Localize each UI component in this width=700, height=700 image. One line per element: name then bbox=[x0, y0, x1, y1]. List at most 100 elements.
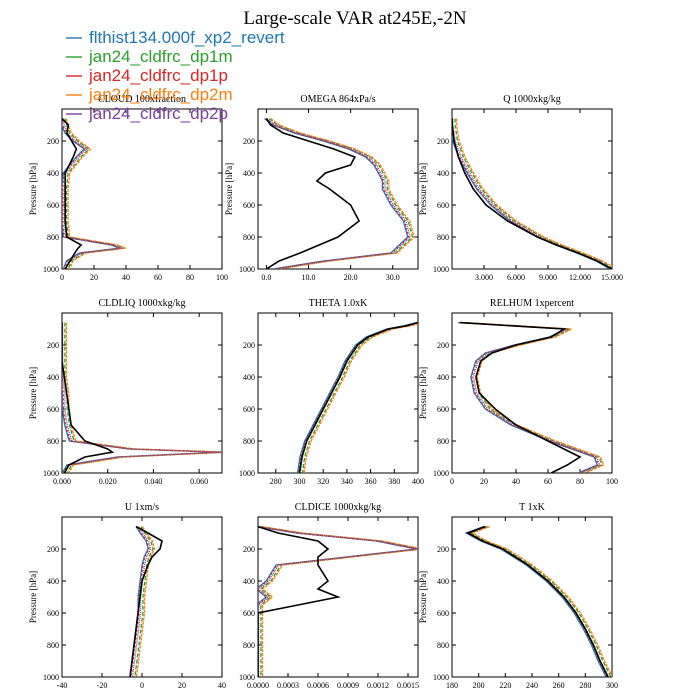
y-axis-label: Pressure [hPa] bbox=[28, 163, 38, 215]
reference-series-line bbox=[62, 322, 115, 473]
model-series-line bbox=[454, 118, 612, 269]
legend-label: jan24_cldfrc_dp1p bbox=[88, 66, 228, 85]
model-series-line bbox=[452, 131, 611, 269]
legend-label: jan24_cldfrc_dp2p bbox=[88, 104, 228, 123]
x-tick-label: 60 bbox=[544, 477, 552, 486]
y-tick-label: 400 bbox=[243, 169, 255, 178]
x-tick-label: -40 bbox=[57, 681, 68, 690]
series-lines bbox=[464, 525, 612, 677]
series-lines bbox=[62, 322, 222, 473]
legend-label: jan24_cldfrc_dp1m bbox=[88, 47, 233, 66]
series-lines bbox=[452, 118, 612, 269]
model-series-line bbox=[470, 525, 612, 677]
x-tick-label: 40 bbox=[122, 273, 130, 282]
legend-label: jan24_cldfrc_dp2m bbox=[88, 85, 233, 104]
reference-series-line bbox=[466, 525, 609, 677]
reference-series-line bbox=[452, 118, 612, 269]
y-tick-label: 800 bbox=[437, 233, 449, 242]
panel-title: THETA 1.0xK bbox=[309, 298, 368, 309]
legend-label: flthist134.000f_xp2_revert bbox=[89, 28, 285, 47]
model-series-line bbox=[258, 526, 417, 605]
y-tick-label: 200 bbox=[437, 341, 449, 350]
series-lines bbox=[258, 525, 418, 677]
panel-title: OMEGA 864xPa/s bbox=[300, 94, 375, 105]
panel-title: T 1xK bbox=[519, 502, 545, 513]
y-axis-label: Pressure [hPa] bbox=[28, 571, 38, 623]
x-tick-label: 260 bbox=[553, 681, 565, 690]
panel-title: U 1xm/s bbox=[125, 502, 159, 513]
y-tick-label: 400 bbox=[47, 577, 59, 586]
plot-frame bbox=[257, 312, 419, 474]
y-tick-label: 1000 bbox=[43, 673, 59, 682]
model-series-line bbox=[299, 322, 418, 473]
x-tick-label: 20 bbox=[178, 681, 186, 690]
plot-frame bbox=[61, 108, 223, 270]
model-series-line bbox=[464, 321, 605, 473]
model-series-line bbox=[258, 526, 418, 606]
y-tick-label: 200 bbox=[243, 137, 255, 146]
x-tick-label: 20 bbox=[480, 477, 488, 486]
y-tick-label: 400 bbox=[437, 577, 449, 586]
x-tick-label: 30.0 bbox=[386, 273, 400, 282]
model-series-line bbox=[65, 118, 126, 269]
x-tick-label: 0 bbox=[450, 477, 454, 486]
x-tick-label: 80 bbox=[186, 273, 194, 282]
model-series-line bbox=[465, 525, 608, 677]
model-series-line bbox=[259, 525, 418, 677]
x-tick-label: 0 bbox=[140, 681, 144, 690]
y-tick-label: 800 bbox=[47, 641, 59, 650]
plot-frame bbox=[257, 108, 419, 270]
x-tick-label: 280 bbox=[579, 681, 591, 690]
model-series-line bbox=[62, 119, 121, 269]
model-series-line bbox=[261, 525, 418, 677]
model-series-line bbox=[455, 118, 612, 268]
x-tick-label: 60 bbox=[154, 273, 162, 282]
x-tick-label: 100 bbox=[606, 477, 618, 486]
x-tick-label: 400 bbox=[412, 477, 424, 486]
x-tick-label: 340 bbox=[341, 477, 353, 486]
y-tick-label: 800 bbox=[243, 233, 255, 242]
figure-title: Large-scale VAR at245E,-2N bbox=[243, 8, 466, 29]
chart-panel: Q 1000xkg/kg Pressure [hPa] 200 400 600 800 10… bbox=[418, 94, 623, 282]
x-tick-label: 6.000 bbox=[507, 273, 525, 282]
chart-panel: OMEGA 864xPa/s Pressure [hPa] 200 400 600 800… bbox=[224, 94, 419, 282]
model-series-line bbox=[134, 526, 154, 677]
model-series-line bbox=[62, 123, 120, 269]
model-series-line bbox=[65, 322, 222, 473]
y-tick-label: 600 bbox=[437, 609, 449, 618]
y-tick-label: 200 bbox=[437, 137, 449, 146]
plot-frame bbox=[61, 516, 223, 678]
x-tick-label: 220 bbox=[499, 681, 511, 690]
x-tick-label: 3.000 bbox=[475, 273, 493, 282]
y-tick-label: 1000 bbox=[239, 469, 255, 478]
y-tick-label: 1000 bbox=[433, 265, 449, 274]
y-tick-label: 600 bbox=[243, 609, 255, 618]
y-tick-label: 200 bbox=[47, 137, 59, 146]
x-tick-label: 0.0000 bbox=[247, 681, 269, 690]
y-tick-label: 600 bbox=[47, 609, 59, 618]
x-tick-label: 0.0015 bbox=[397, 681, 419, 690]
y-tick-label: 800 bbox=[243, 641, 255, 650]
x-tick-label: 380 bbox=[388, 477, 400, 486]
y-tick-label: 400 bbox=[437, 373, 449, 382]
y-tick-label: 1000 bbox=[43, 469, 59, 478]
x-tick-label: 280 bbox=[270, 477, 282, 486]
y-axis-label: Pressure [hPa] bbox=[418, 571, 428, 623]
reference-series-line bbox=[258, 525, 341, 677]
y-tick-label: 200 bbox=[47, 341, 59, 350]
model-series-line bbox=[62, 379, 222, 473]
panel-title: CLDLIQ 1000xkg/kg bbox=[99, 298, 186, 309]
model-series-line bbox=[270, 118, 415, 269]
model-series-line bbox=[452, 125, 612, 269]
plot-frame bbox=[451, 312, 613, 474]
model-series-line bbox=[469, 525, 612, 677]
y-tick-label: 600 bbox=[47, 405, 59, 414]
x-tick-label: 0.000 bbox=[53, 477, 71, 486]
y-tick-label: 1000 bbox=[433, 469, 449, 478]
y-axis-label: Pressure [hPa] bbox=[224, 163, 234, 215]
model-series-line bbox=[452, 118, 612, 269]
y-axis-label: Pressure [hPa] bbox=[28, 367, 38, 419]
x-tick-label: 12.000 bbox=[569, 273, 591, 282]
